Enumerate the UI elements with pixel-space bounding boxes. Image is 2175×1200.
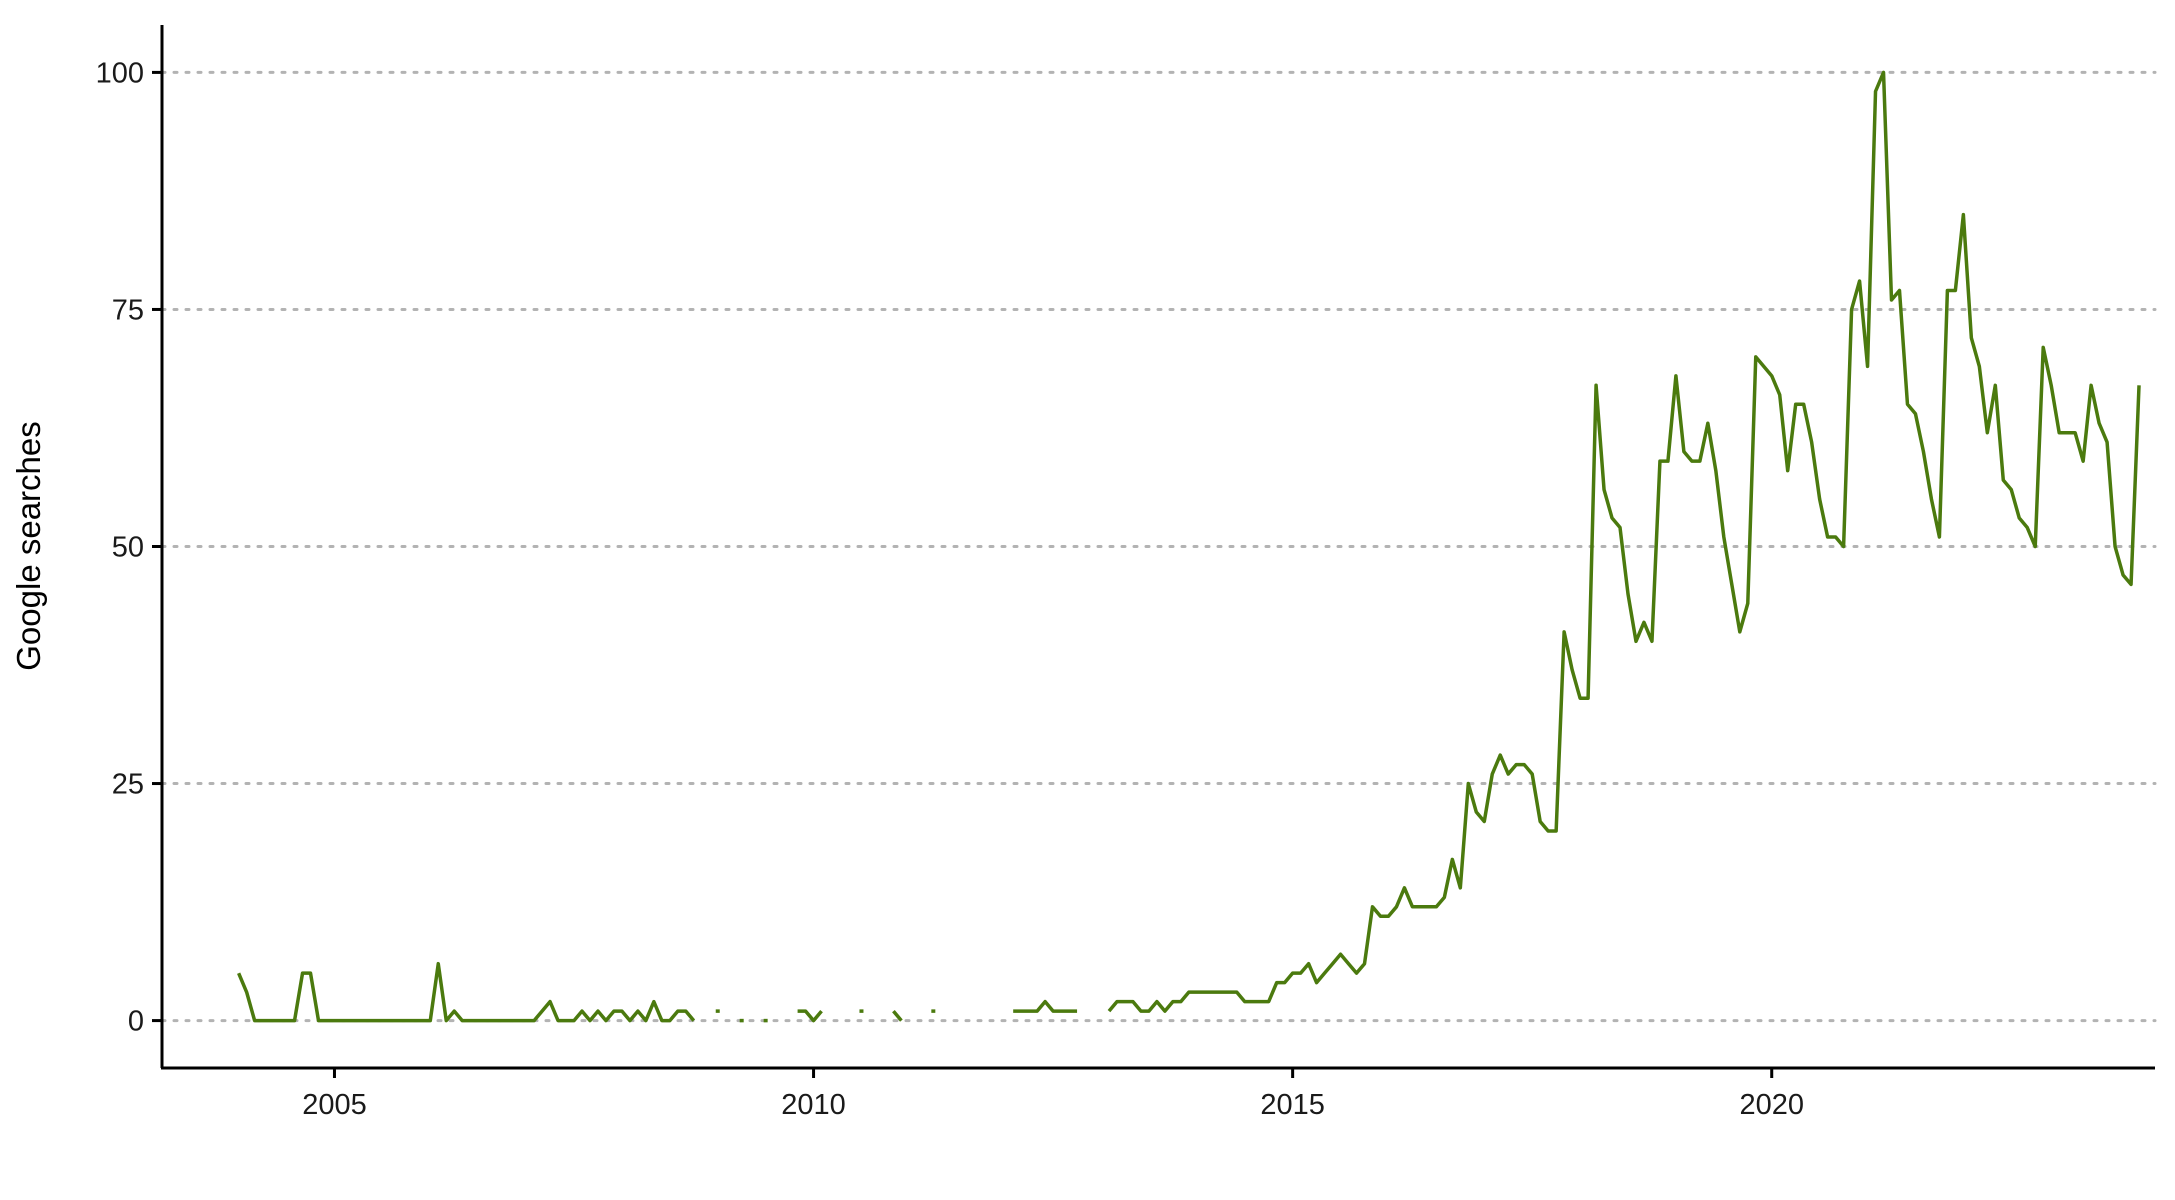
x-tick-label: 2020 — [1739, 1089, 1804, 1121]
y-ticks: 0 25 50 75 100 — [96, 57, 162, 1038]
x-tick-label: 2010 — [781, 1089, 846, 1121]
x-tick-label: 2005 — [302, 1089, 367, 1121]
y-tick-label: 75 — [112, 294, 144, 326]
y-tick-label: 0 — [128, 1006, 144, 1038]
y-axis-title: Google searches — [10, 421, 47, 670]
series-line-segment — [1013, 999, 1078, 1013]
x-tick-label: 2015 — [1260, 1089, 1325, 1121]
series-line-segment — [892, 1009, 903, 1022]
y-tick-label: 100 — [96, 57, 144, 89]
x-ticks: 2005 2010 2015 2020 — [302, 1068, 1804, 1121]
series-line-segment — [237, 961, 696, 1023]
series-line-segment — [1107, 70, 2141, 1013]
series-line-segment — [797, 1009, 823, 1023]
gridlines — [160, 70, 2157, 1023]
y-tick-label: 25 — [112, 769, 144, 801]
y-tick-label: 50 — [112, 532, 144, 564]
series-line — [237, 70, 2141, 1023]
